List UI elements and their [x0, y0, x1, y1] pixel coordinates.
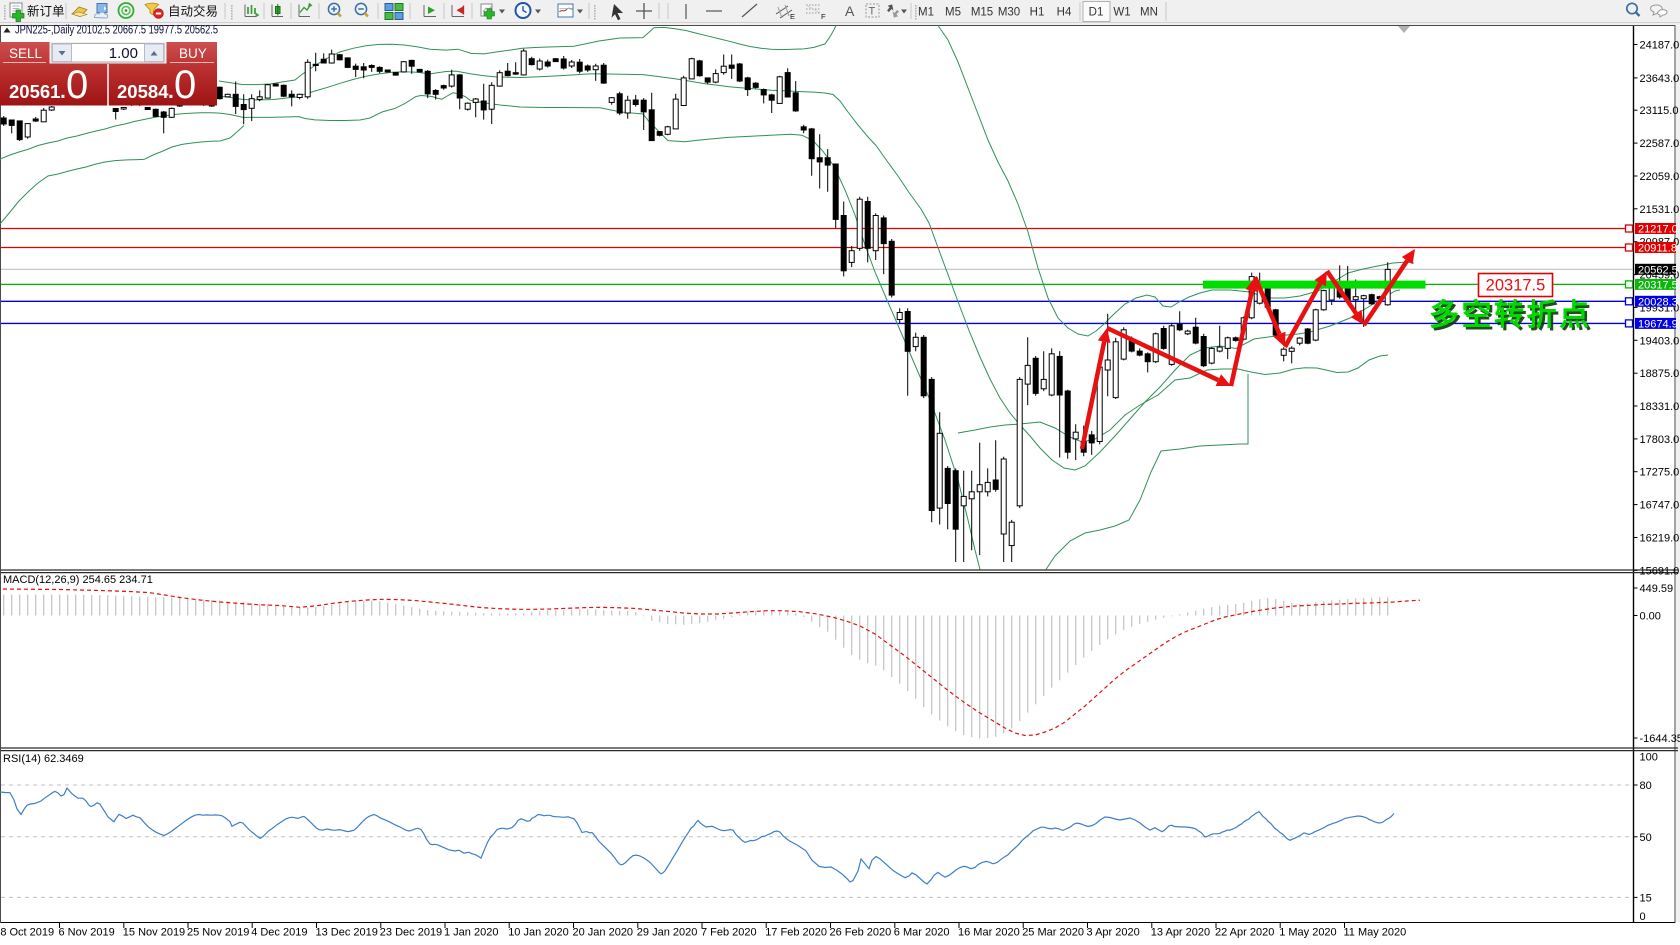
svg-text:25 Mar 2020: 25 Mar 2020	[1022, 927, 1084, 939]
svg-text:3 Apr 2020: 3 Apr 2020	[1087, 927, 1140, 939]
svg-text:100: 100	[1640, 752, 1658, 764]
svg-text:20562.5: 20562.5	[1638, 264, 1678, 276]
svg-text:28 Oct 2019: 28 Oct 2019	[0, 927, 54, 939]
svg-text:15691.0: 15691.0	[1640, 565, 1680, 577]
svg-text:A: A	[845, 3, 855, 19]
svg-text:20317.5: 20317.5	[1638, 279, 1678, 291]
svg-text:80: 80	[1640, 780, 1652, 792]
svg-text:11 May 2020: 11 May 2020	[1344, 927, 1407, 939]
svg-text:19403.0: 19403.0	[1640, 335, 1680, 347]
svg-text:T: T	[869, 6, 876, 18]
svg-text:.: .	[60, 80, 66, 103]
svg-text:13 Apr 2020: 13 Apr 2020	[1151, 927, 1210, 939]
svg-text:6 Nov 2019: 6 Nov 2019	[59, 927, 115, 939]
svg-text:20584: 20584	[117, 81, 169, 102]
svg-text:13 Dec 2019: 13 Dec 2019	[316, 927, 378, 939]
svg-text:22587.0: 22587.0	[1640, 138, 1680, 150]
svg-text:22059.0: 22059.0	[1640, 171, 1680, 183]
svg-text:1 Jan 2020: 1 Jan 2020	[444, 927, 498, 939]
svg-text:MN: MN	[1140, 7, 1158, 19]
svg-text:RSI(14) 62.3469: RSI(14) 62.3469	[3, 753, 84, 765]
svg-text:16747.0: 16747.0	[1640, 500, 1680, 512]
svg-text:17 Feb 2020: 17 Feb 2020	[765, 927, 827, 939]
svg-text:26 Feb 2020: 26 Feb 2020	[830, 927, 892, 939]
svg-text:BUY: BUY	[179, 46, 207, 61]
svg-text:JPN225-,Daily 20102.5 20667.5: JPN225-,Daily 20102.5 20667.5 19977.5 20…	[15, 25, 218, 37]
svg-text:449.59: 449.59	[1640, 583, 1674, 595]
svg-text:D1: D1	[1089, 7, 1104, 19]
svg-text:24187.0: 24187.0	[1640, 40, 1680, 52]
svg-text:0: 0	[1640, 911, 1646, 923]
svg-text:25 Nov 2019: 25 Nov 2019	[187, 927, 249, 939]
svg-text:23 Dec 2019: 23 Dec 2019	[380, 927, 442, 939]
svg-text:0: 0	[66, 63, 88, 107]
svg-text:17803.0: 17803.0	[1640, 434, 1680, 446]
svg-text:18331.0: 18331.0	[1640, 401, 1680, 413]
svg-text:20317.5: 20317.5	[1486, 277, 1546, 295]
svg-text:16219.0: 16219.0	[1640, 533, 1680, 545]
svg-text:F: F	[821, 12, 826, 21]
svg-text:1 May 2020: 1 May 2020	[1279, 927, 1336, 939]
svg-text:M5: M5	[945, 7, 961, 19]
svg-text:0: 0	[174, 63, 196, 107]
svg-text:H1: H1	[1030, 7, 1045, 19]
svg-text:H4: H4	[1057, 7, 1072, 19]
svg-text:M15: M15	[971, 7, 993, 19]
svg-text:6 Mar 2020: 6 Mar 2020	[894, 927, 950, 939]
svg-text:16 Mar 2020: 16 Mar 2020	[958, 927, 1020, 939]
svg-text:-1644.35: -1644.35	[1640, 733, 1680, 745]
svg-text:M1: M1	[918, 7, 934, 19]
svg-text:20561: 20561	[9, 81, 60, 102]
svg-text:21217.0: 21217.0	[1638, 224, 1678, 236]
svg-text:1.00: 1.00	[109, 45, 138, 62]
svg-text:MACD(12,26,9) 254.65 234.71: MACD(12,26,9) 254.65 234.71	[3, 574, 153, 586]
svg-text:20911.8: 20911.8	[1638, 243, 1677, 255]
svg-text:.: .	[168, 80, 174, 103]
svg-text:10 Jan 2020: 10 Jan 2020	[508, 927, 569, 939]
svg-text:E: E	[790, 12, 795, 21]
svg-text:4 Dec 2019: 4 Dec 2019	[251, 927, 307, 939]
svg-text:自动交易: 自动交易	[168, 4, 218, 19]
svg-text:15: 15	[1640, 892, 1652, 904]
svg-text:7 Feb 2020: 7 Feb 2020	[701, 927, 757, 939]
svg-text:0.00: 0.00	[1640, 611, 1661, 623]
svg-text:19674.9: 19674.9	[1638, 318, 1678, 330]
svg-text:新订单: 新订单	[27, 4, 65, 19]
svg-text:21531.0: 21531.0	[1640, 204, 1680, 216]
svg-text:50: 50	[1640, 832, 1652, 844]
svg-text:29 Jan 2020: 29 Jan 2020	[637, 927, 698, 939]
svg-text:20028.3: 20028.3	[1638, 296, 1678, 308]
svg-text:M30: M30	[998, 7, 1020, 19]
svg-text:SELL: SELL	[9, 46, 43, 61]
svg-text:23643.0: 23643.0	[1640, 73, 1680, 85]
svg-text:20 Jan 2020: 20 Jan 2020	[573, 927, 634, 939]
svg-text:17275.0: 17275.0	[1640, 467, 1680, 479]
svg-text:18875.0: 18875.0	[1640, 368, 1680, 380]
svg-text:多空转折点: 多空转折点	[1429, 299, 1589, 332]
svg-text:15 Nov 2019: 15 Nov 2019	[123, 927, 185, 939]
svg-text:22 Apr 2020: 22 Apr 2020	[1215, 927, 1274, 939]
svg-text:23115.0: 23115.0	[1640, 105, 1679, 117]
svg-text:W1: W1	[1113, 7, 1130, 19]
